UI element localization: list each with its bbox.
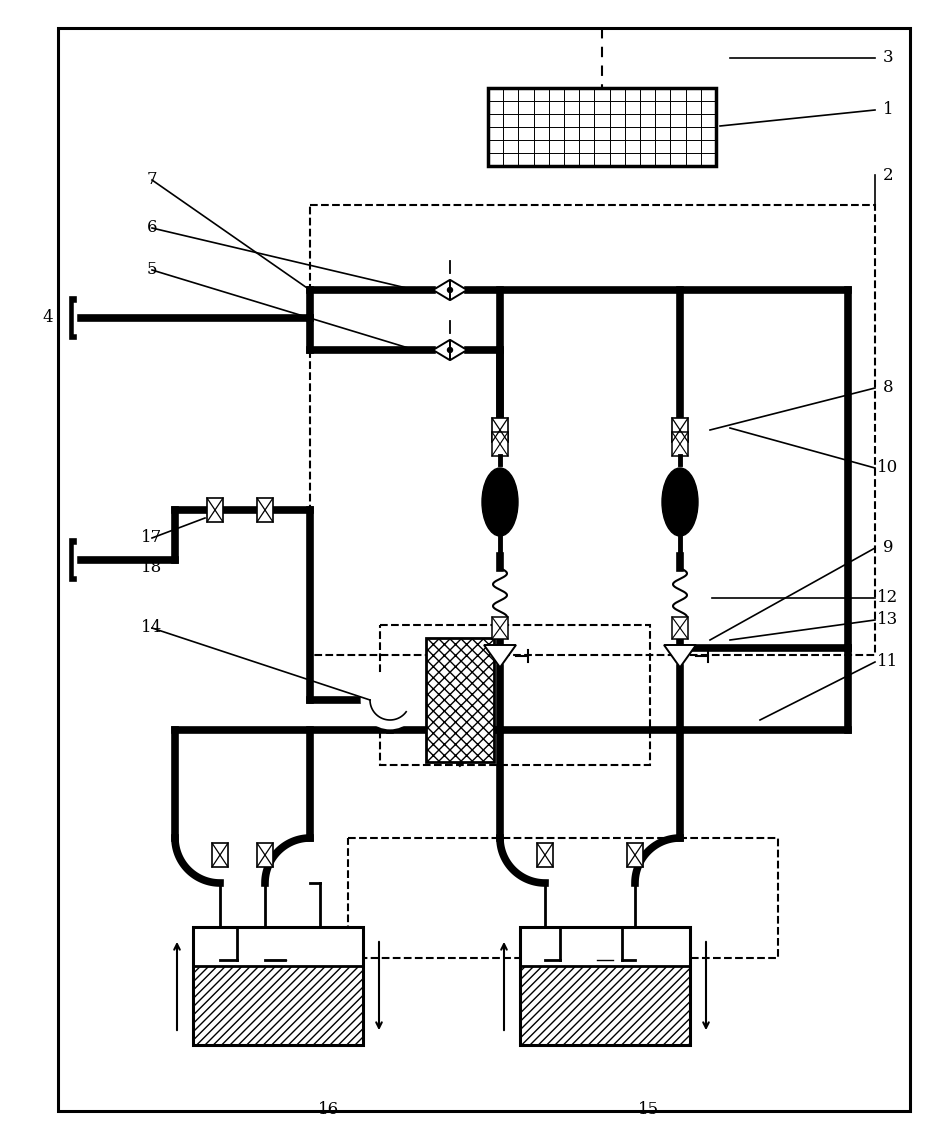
Text: 7: 7 [147, 171, 157, 189]
Polygon shape [450, 339, 467, 360]
Text: 16: 16 [318, 1102, 339, 1119]
Text: 14: 14 [141, 620, 163, 637]
Bar [426, 638, 494, 762]
Bar [537, 844, 553, 868]
Bar [672, 432, 688, 456]
Text: 5: 5 [147, 262, 157, 279]
Bar [492, 432, 508, 456]
Bar [193, 927, 363, 1045]
Bar [207, 498, 223, 522]
Bar [492, 617, 508, 639]
Bar [348, 838, 778, 958]
Text: 10: 10 [877, 459, 899, 477]
Bar [672, 617, 688, 639]
Ellipse shape [482, 467, 518, 536]
Text: 9: 9 [883, 539, 893, 557]
Text: 15: 15 [638, 1102, 658, 1119]
Bar [672, 418, 688, 442]
Text: 17: 17 [141, 529, 163, 546]
Bar [380, 625, 650, 765]
Ellipse shape [662, 467, 698, 536]
Bar [257, 498, 273, 522]
Bar [194, 966, 362, 1044]
Polygon shape [484, 645, 516, 668]
Bar [310, 205, 875, 655]
Text: 11: 11 [877, 654, 899, 671]
Bar [488, 88, 716, 166]
Bar [627, 844, 643, 868]
Bar [520, 927, 690, 1045]
Text: 12: 12 [877, 590, 899, 607]
Text: 2: 2 [883, 167, 893, 184]
Polygon shape [450, 280, 467, 301]
Circle shape [447, 288, 452, 293]
Circle shape [447, 347, 452, 352]
Circle shape [362, 672, 418, 728]
Text: 13: 13 [877, 612, 899, 629]
Text: 8: 8 [883, 379, 893, 397]
Text: 4: 4 [43, 310, 53, 327]
Bar [492, 418, 508, 442]
Bar [257, 844, 273, 868]
Polygon shape [664, 645, 696, 668]
Bar [521, 966, 689, 1044]
Text: 3: 3 [883, 49, 893, 66]
Polygon shape [433, 339, 450, 360]
Text: 1: 1 [883, 102, 893, 119]
Bar [212, 844, 228, 868]
Polygon shape [433, 280, 450, 301]
Text: 6: 6 [147, 219, 157, 237]
Text: 18: 18 [141, 560, 163, 576]
